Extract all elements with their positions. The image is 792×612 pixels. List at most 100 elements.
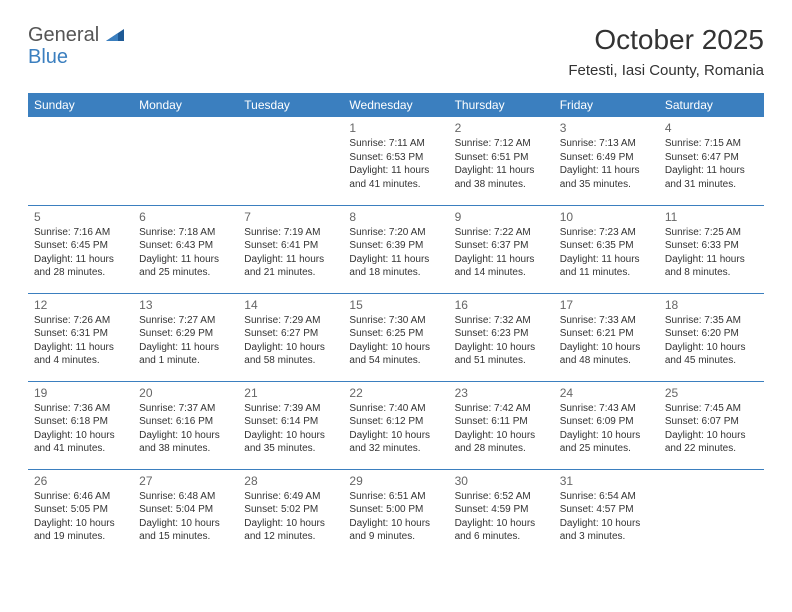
sunrise: Sunrise: 6:52 AM (455, 490, 548, 504)
day-number: 27 (139, 474, 232, 488)
daylight: Daylight: 11 hours and 14 minutes. (455, 253, 548, 280)
week-row: 1Sunrise: 7:11 AMSunset: 6:53 PMDaylight… (28, 117, 764, 205)
day-number: 3 (560, 121, 653, 135)
sunset: Sunset: 6:09 PM (560, 415, 653, 429)
col-header-fri: Friday (554, 93, 659, 117)
day-info: Sunrise: 7:19 AMSunset: 6:41 PMDaylight:… (244, 226, 337, 280)
sunset: Sunset: 6:41 PM (244, 239, 337, 253)
sunset: Sunset: 6:47 PM (665, 151, 758, 165)
day-info: Sunrise: 7:18 AMSunset: 6:43 PMDaylight:… (139, 226, 232, 280)
sunset: Sunset: 4:57 PM (560, 503, 653, 517)
day-number: 20 (139, 386, 232, 400)
sunset: Sunset: 6:29 PM (139, 327, 232, 341)
sunrise: Sunrise: 7:40 AM (349, 402, 442, 416)
day-info: Sunrise: 7:29 AMSunset: 6:27 PMDaylight:… (244, 314, 337, 368)
col-header-row: Sunday Monday Tuesday Wednesday Thursday… (28, 93, 764, 117)
day-info: Sunrise: 7:26 AMSunset: 6:31 PMDaylight:… (34, 314, 127, 368)
day-info: Sunrise: 7:35 AMSunset: 6:20 PMDaylight:… (665, 314, 758, 368)
sunset: Sunset: 6:37 PM (455, 239, 548, 253)
day-cell: 6Sunrise: 7:18 AMSunset: 6:43 PMDaylight… (133, 205, 238, 293)
daylight: Daylight: 10 hours and 54 minutes. (349, 341, 442, 368)
day-cell: 3Sunrise: 7:13 AMSunset: 6:49 PMDaylight… (554, 117, 659, 205)
day-cell: 9Sunrise: 7:22 AMSunset: 6:37 PMDaylight… (449, 205, 554, 293)
sunrise: Sunrise: 7:16 AM (34, 226, 127, 240)
day-number: 9 (455, 210, 548, 224)
sunrise: Sunrise: 7:33 AM (560, 314, 653, 328)
day-number: 29 (349, 474, 442, 488)
logo-text-block: General Blue (28, 24, 124, 68)
day-info: Sunrise: 7:12 AMSunset: 6:51 PMDaylight:… (455, 137, 548, 191)
sunset: Sunset: 6:35 PM (560, 239, 653, 253)
day-info: Sunrise: 6:49 AMSunset: 5:02 PMDaylight:… (244, 490, 337, 544)
logo-triangle-icon (106, 27, 124, 46)
sunrise: Sunrise: 7:37 AM (139, 402, 232, 416)
calendar-table: Sunday Monday Tuesday Wednesday Thursday… (28, 93, 764, 557)
sunrise: Sunrise: 6:46 AM (34, 490, 127, 504)
sunrise: Sunrise: 7:20 AM (349, 226, 442, 240)
day-info: Sunrise: 7:30 AMSunset: 6:25 PMDaylight:… (349, 314, 442, 368)
sunset: Sunset: 6:12 PM (349, 415, 442, 429)
daylight: Daylight: 11 hours and 38 minutes. (455, 164, 548, 191)
day-info: Sunrise: 7:39 AMSunset: 6:14 PMDaylight:… (244, 402, 337, 456)
day-number: 17 (560, 298, 653, 312)
sunset: Sunset: 6:07 PM (665, 415, 758, 429)
daylight: Daylight: 10 hours and 12 minutes. (244, 517, 337, 544)
sunset: Sunset: 6:53 PM (349, 151, 442, 165)
day-number: 8 (349, 210, 442, 224)
day-cell: 14 Sunrise: 7:29 AMSunset: 6:27 PMDayligh… (238, 293, 343, 381)
daylight: Daylight: 10 hours and 25 minutes. (560, 429, 653, 456)
col-header-sat: Saturday (659, 93, 764, 117)
day-number: 23 (455, 386, 548, 400)
daylight: Daylight: 10 hours and 19 minutes. (34, 517, 127, 544)
sunset: Sunset: 6:11 PM (455, 415, 548, 429)
day-number: 13 (139, 298, 232, 312)
week-row: 19Sunrise: 7:36 AMSunset: 6:18 PMDayligh… (28, 381, 764, 469)
day-cell: 11Sunrise: 7:25 AMSunset: 6:33 PMDayligh… (659, 205, 764, 293)
day-number: 25 (665, 386, 758, 400)
sunset: Sunset: 6:39 PM (349, 239, 442, 253)
day-info: Sunrise: 7:45 AMSunset: 6:07 PMDaylight:… (665, 402, 758, 456)
day-info: Sunrise: 7:20 AMSunset: 6:39 PMDaylight:… (349, 226, 442, 280)
daylight: Daylight: 10 hours and 51 minutes. (455, 341, 548, 368)
day-number: 26 (34, 474, 127, 488)
col-header-tue: Tuesday (238, 93, 343, 117)
calendar-body: 1Sunrise: 7:11 AMSunset: 6:53 PMDaylight… (28, 117, 764, 557)
sunset: Sunset: 6:27 PM (244, 327, 337, 341)
sunrise: Sunrise: 6:48 AM (139, 490, 232, 504)
sunset: Sunset: 5:02 PM (244, 503, 337, 517)
sunrise: Sunrise: 7:36 AM (34, 402, 127, 416)
day-info: Sunrise: 7:33 AMSunset: 6:21 PMDaylight:… (560, 314, 653, 368)
day-number: 16 (455, 298, 548, 312)
day-number: 18 (665, 298, 758, 312)
col-header-mon: Monday (133, 93, 238, 117)
day-info: Sunrise: 6:52 AMSunset: 4:59 PMDaylight:… (455, 490, 548, 544)
day-cell: 21 Sunrise: 7:39 AMSunset: 6:14 PMDayligh… (238, 381, 343, 469)
daylight: Daylight: 11 hours and 35 minutes. (560, 164, 653, 191)
daylight: Daylight: 11 hours and 1 minute. (139, 341, 232, 368)
sunrise: Sunrise: 7:25 AM (665, 226, 758, 240)
day-cell: 4Sunrise: 7:15 AMSunset: 6:47 PMDaylight… (659, 117, 764, 205)
day-info: Sunrise: 6:51 AMSunset: 5:00 PMDaylight:… (349, 490, 442, 544)
daylight: Daylight: 11 hours and 28 minutes. (34, 253, 127, 280)
daylight: Daylight: 11 hours and 21 minutes. (244, 253, 337, 280)
day-number: 30 (455, 474, 548, 488)
sunrise: Sunrise: 7:35 AM (665, 314, 758, 328)
day-cell (238, 117, 343, 205)
daylight: Daylight: 10 hours and 45 minutes. (665, 341, 758, 368)
day-cell: 12Sunrise: 7:26 AMSunset: 6:31 PMDayligh… (28, 293, 133, 381)
sunrise: Sunrise: 7:27 AM (139, 314, 232, 328)
day-cell: 5Sunrise: 7:16 AMSunset: 6:45 PMDaylight… (28, 205, 133, 293)
sunset: Sunset: 4:59 PM (455, 503, 548, 517)
day-number: 21 (244, 386, 337, 400)
sunrise: Sunrise: 7:18 AM (139, 226, 232, 240)
day-info: Sunrise: 7:15 AMSunset: 6:47 PMDaylight:… (665, 137, 758, 191)
daylight: Daylight: 10 hours and 3 minutes. (560, 517, 653, 544)
sunrise: Sunrise: 6:51 AM (349, 490, 442, 504)
daylight: Daylight: 10 hours and 48 minutes. (560, 341, 653, 368)
day-number: 14 (244, 298, 337, 312)
day-number: 1 (349, 121, 442, 135)
day-cell: 29 Sunrise: 6:51 AMSunset: 5:00 PMDayligh… (343, 469, 448, 557)
day-info: Sunrise: 7:23 AMSunset: 6:35 PMDaylight:… (560, 226, 653, 280)
daylight: Daylight: 11 hours and 4 minutes. (34, 341, 127, 368)
day-cell: 15Sunrise: 7:30 AMSunset: 6:25 PMDayligh… (343, 293, 448, 381)
